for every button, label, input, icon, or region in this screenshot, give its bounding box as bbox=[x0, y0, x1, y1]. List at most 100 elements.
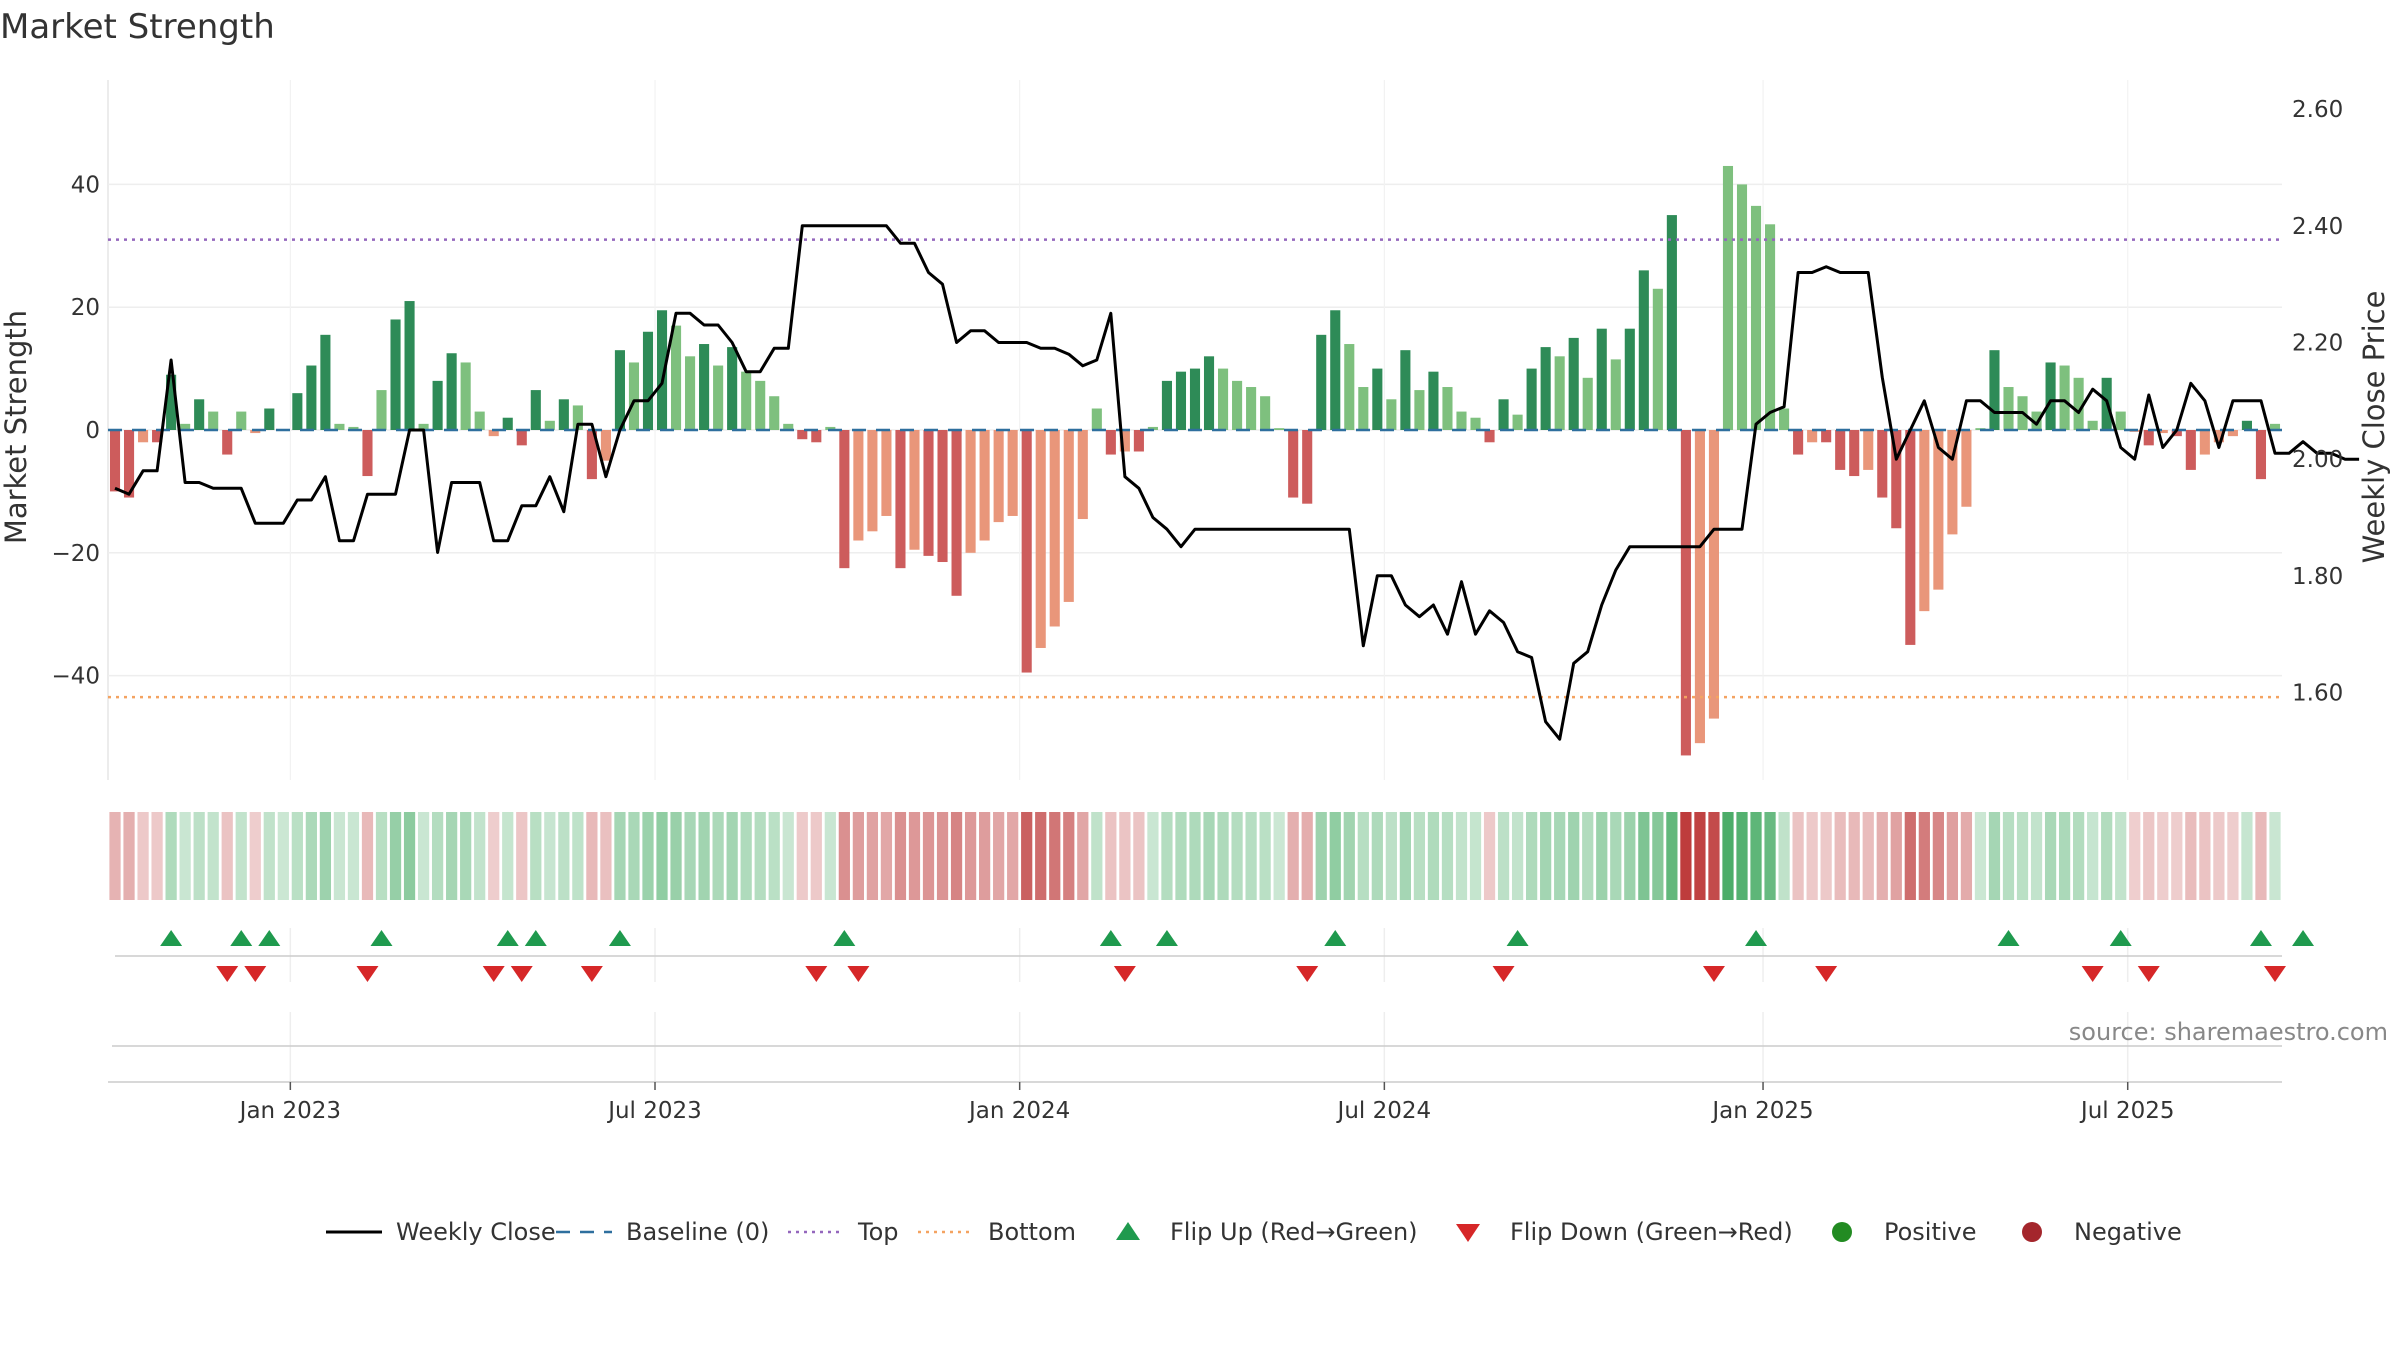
strength-bar bbox=[460, 362, 471, 430]
source-note: source: sharemaestro.com bbox=[2069, 1018, 2388, 1046]
heat-cell bbox=[2115, 812, 2127, 900]
strength-bar bbox=[2143, 430, 2154, 446]
heat-cell bbox=[558, 812, 570, 900]
heat-cell bbox=[1960, 812, 1973, 900]
heat-cell bbox=[1526, 812, 1538, 900]
heat-cell bbox=[305, 812, 317, 900]
heat-cell bbox=[488, 812, 500, 900]
strength-bar bbox=[839, 430, 850, 569]
strength-bar bbox=[1652, 288, 1663, 430]
strength-bar bbox=[1442, 387, 1453, 430]
strength-bar bbox=[1288, 430, 1299, 498]
heat-cell bbox=[1876, 812, 1888, 900]
strength-bar bbox=[614, 350, 625, 430]
strength-bar bbox=[404, 301, 415, 430]
strength-bar bbox=[741, 371, 752, 430]
strength-bar bbox=[2269, 423, 2281, 430]
heat-cell bbox=[221, 812, 233, 900]
strength-bar bbox=[502, 417, 513, 430]
flip-down-marker bbox=[1296, 966, 1319, 982]
strength-bar bbox=[348, 426, 359, 430]
heat-cell bbox=[1666, 812, 1678, 900]
heat-cell bbox=[656, 812, 668, 900]
strength-bar bbox=[2115, 411, 2126, 430]
heat-cell bbox=[1007, 812, 1019, 900]
heat-cell bbox=[1035, 812, 1047, 900]
strength-bar bbox=[2199, 430, 2210, 455]
strength-bar bbox=[586, 430, 597, 480]
flip-down-marker bbox=[1815, 966, 1838, 982]
heat-cell bbox=[1988, 812, 2001, 900]
heat-cell bbox=[165, 812, 177, 900]
strength-bar bbox=[250, 430, 261, 434]
flip-up-marker bbox=[2109, 930, 2132, 946]
strength-bar bbox=[1091, 408, 1102, 430]
strength-bar bbox=[390, 319, 401, 430]
heat-cell bbox=[1147, 812, 1159, 900]
strength-bar bbox=[544, 420, 555, 430]
heat-cell bbox=[333, 812, 346, 900]
strength-bar bbox=[264, 408, 275, 430]
strength-bar bbox=[1386, 399, 1397, 430]
strength-bar bbox=[222, 430, 233, 455]
heat-cell bbox=[922, 812, 935, 900]
heat-cell bbox=[1540, 812, 1552, 900]
strength-bar bbox=[152, 430, 163, 443]
heat-cell bbox=[1287, 812, 1299, 900]
strength-bar bbox=[811, 430, 822, 443]
strength-bar bbox=[1540, 347, 1551, 430]
strength-bar bbox=[1512, 414, 1523, 430]
strength-bar bbox=[2073, 377, 2084, 430]
heat-cell bbox=[1764, 812, 1776, 900]
heat-cell bbox=[600, 812, 612, 900]
heat-cell bbox=[1441, 812, 1454, 900]
legend-item: Flip Down (Green→Red) bbox=[1456, 1218, 1793, 1246]
right-tick-label: 1.60 bbox=[2292, 681, 2343, 707]
strength-bar bbox=[825, 426, 836, 430]
strength-bar bbox=[334, 423, 345, 430]
weekly-close-line bbox=[114, 224, 2360, 741]
x-axis-ticks: Jan 2023 Jul 2023 Jan 2024 Jul 2024 Jan 2025… bbox=[238, 1082, 2175, 1124]
heat-cell bbox=[1834, 812, 1846, 900]
strength-bar bbox=[1400, 350, 1411, 430]
strength-bar bbox=[1680, 430, 1691, 756]
strength-bar bbox=[1161, 380, 1172, 430]
heat-cell bbox=[1315, 812, 1327, 900]
strength-bar bbox=[1007, 430, 1018, 516]
strength-bar bbox=[1175, 371, 1187, 430]
strength-bar bbox=[362, 430, 373, 477]
heat-cell bbox=[1259, 812, 1271, 900]
heat-cell bbox=[2030, 812, 2043, 900]
heat-cell bbox=[1652, 812, 1664, 900]
left-tick-label: 0 bbox=[85, 418, 100, 444]
heat-cell bbox=[1343, 812, 1355, 900]
heat-cell bbox=[446, 812, 458, 900]
strength-bar bbox=[1218, 368, 1229, 430]
heat-cell bbox=[1946, 812, 1959, 900]
heat-cell bbox=[1848, 812, 1860, 900]
heat-cell bbox=[417, 812, 430, 900]
strength-bar bbox=[727, 347, 738, 430]
heat-cell bbox=[1455, 812, 1468, 900]
strength-bar bbox=[194, 399, 205, 430]
strength-bar bbox=[979, 430, 990, 541]
legend-item: Baseline (0) bbox=[556, 1218, 769, 1246]
strength-bar bbox=[2157, 430, 2168, 434]
heat-cell bbox=[1385, 812, 1397, 900]
strength-bar bbox=[1105, 430, 1116, 455]
strength-bar bbox=[1638, 270, 1649, 430]
strength-bar bbox=[1232, 380, 1243, 430]
heat-cell bbox=[670, 812, 682, 900]
heat-cell bbox=[2087, 812, 2099, 900]
legend-item: Flip Up (Red→Green) bbox=[1116, 1218, 1418, 1246]
strength-bar bbox=[670, 325, 682, 430]
strength-bar bbox=[418, 423, 429, 430]
heat-cell bbox=[2073, 812, 2085, 900]
strength-bar bbox=[530, 390, 541, 430]
legend-label: Baseline (0) bbox=[626, 1218, 769, 1246]
flip-down-marker bbox=[356, 966, 379, 982]
right-tick-label: 2.60 bbox=[2292, 97, 2343, 123]
left-axis-label: Market Strength bbox=[0, 310, 33, 544]
heat-cell bbox=[1427, 812, 1440, 900]
